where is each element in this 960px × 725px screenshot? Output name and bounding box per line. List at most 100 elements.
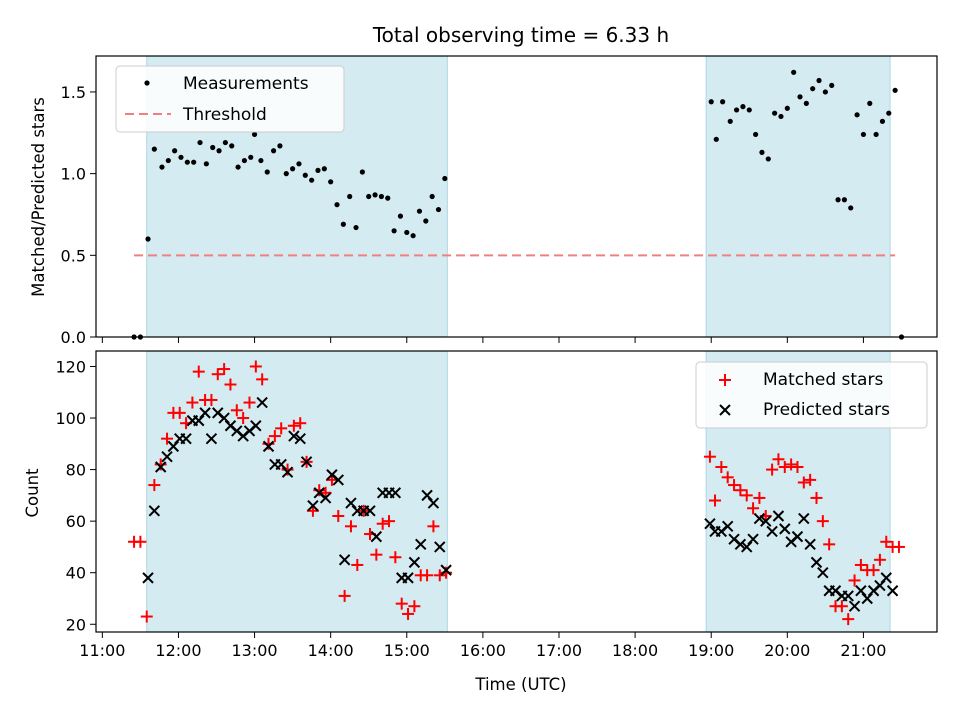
predicted-star-point: [250, 420, 262, 432]
y-tick-label: 60: [66, 512, 86, 531]
matched-stars-layer: [128, 360, 905, 626]
predicted-star-point: [842, 590, 854, 602]
bottom-panel: 20 40 60 80 100 120 11:00 12:00 13:00 14:00 15:00…: [23, 350, 938, 694]
x-tick-label: 15:00: [384, 641, 430, 660]
measurement-point: [197, 139, 203, 146]
measurement-point: [442, 175, 448, 182]
predicted-star-point: [300, 456, 313, 468]
top-y-ticks: 0.0 0.5 1.0 1.5: [61, 83, 96, 347]
predicted-star-point: [154, 461, 167, 473]
matched-star-point: [344, 520, 357, 533]
measurement-point: [203, 161, 209, 167]
predicted-star-point: [817, 566, 829, 579]
predicted-star-point: [791, 530, 804, 543]
top-legend-box: [115, 65, 345, 133]
measurement-point: [733, 107, 740, 113]
measurement-point: [366, 193, 372, 200]
matched-star-point: [262, 437, 275, 450]
predicted-star-point: [364, 505, 376, 517]
bottom-y-axis-label: Count: [23, 468, 42, 518]
measurement-point: [797, 94, 803, 100]
measurement-point: [178, 154, 184, 160]
matched-star-point: [772, 453, 785, 466]
measurement-point: [713, 136, 719, 142]
predicted-star-point: [370, 530, 383, 543]
measurement-point: [283, 171, 289, 177]
matched-star-point: [161, 432, 174, 445]
bottom-y-ticks: 20 40 60 80 100 120: [55, 357, 96, 634]
matched-star-point: [338, 589, 351, 602]
matched-star-point: [275, 422, 288, 435]
matched-star-point: [211, 368, 224, 381]
measurement-point: [229, 143, 235, 149]
measurement-point: [378, 193, 385, 200]
bottom-legend: Matched stars Predicted stars: [695, 361, 928, 429]
measurement-point: [321, 166, 327, 172]
y-tick-label: 100: [55, 409, 86, 428]
matched-star-point: [192, 365, 205, 378]
measurement-point: [328, 179, 334, 185]
x-tick-label: 21:00: [840, 641, 886, 660]
matched-star-point: [218, 363, 231, 376]
measurement-point: [248, 154, 254, 160]
predicted-star-point: [804, 538, 816, 551]
measurement-point: [423, 218, 429, 224]
bottom-x-ticks: 11:00 12:00 13:00 14:00 15:00 16:00 17:00 18:00…: [79, 632, 886, 660]
x-tick-label: 12:00: [155, 641, 201, 660]
measurements-layer: [131, 69, 905, 340]
predicted-star-point: [281, 466, 294, 478]
matched-star-point: [313, 484, 326, 497]
matched-star-point: [256, 373, 269, 386]
measurement-point: [404, 229, 410, 236]
matched-star-point: [186, 396, 199, 409]
predicted-star-point: [319, 492, 332, 504]
matched-star-point: [810, 491, 823, 504]
predicted-star-point: [434, 541, 446, 553]
matched-star-point: [421, 569, 434, 582]
y-tick-label: 1.0: [61, 165, 86, 184]
measurement-point: [165, 157, 171, 164]
x-tick-label: 20:00: [764, 641, 810, 660]
matched-star-point: [440, 566, 453, 579]
predicted-star-point: [199, 407, 211, 419]
matched-star-point: [854, 558, 867, 571]
predicted-star-point: [205, 432, 218, 445]
matched-star-point: [728, 479, 741, 492]
observing-window-0: [146, 350, 448, 633]
matched-star-point: [873, 553, 886, 566]
predicted-star-point: [753, 512, 766, 525]
measurement-point: [270, 148, 277, 154]
predicted-star-point: [389, 487, 402, 499]
matched-star-point: [880, 535, 893, 548]
predicted-star-point: [747, 533, 759, 545]
predicted-star-point: [415, 538, 427, 551]
predicted-star-point: [402, 572, 414, 584]
matched-star-point: [734, 484, 747, 497]
matched-star-point: [205, 393, 218, 406]
measurement-point: [172, 148, 178, 154]
predicted-star-point: [779, 523, 791, 535]
measurement-point: [746, 107, 752, 113]
measurement-point: [867, 100, 873, 106]
measurement-point: [410, 233, 416, 239]
measurement-point: [429, 193, 435, 200]
measurement-point: [835, 197, 841, 203]
matched-star-point: [237, 412, 250, 425]
predicted-star-point: [810, 556, 823, 569]
matched-star-point: [154, 458, 167, 471]
matched-star-point: [370, 548, 383, 561]
measurement-point: [803, 100, 809, 106]
measurement-point: [359, 169, 365, 175]
measurement-point: [784, 105, 790, 111]
predicted-star-point: [294, 432, 306, 445]
measurement-point: [264, 169, 270, 175]
matched-star-point: [427, 520, 440, 533]
matched-star-point: [408, 600, 421, 613]
measurement-point: [145, 236, 151, 242]
x-tick-label: 16:00: [460, 641, 506, 660]
measurement-point: [854, 112, 860, 118]
measurement-point: [848, 205, 854, 211]
measurement-point: [841, 197, 848, 203]
matched-star-point: [747, 502, 760, 515]
legend-matched-label: Matched stars: [763, 370, 883, 390]
